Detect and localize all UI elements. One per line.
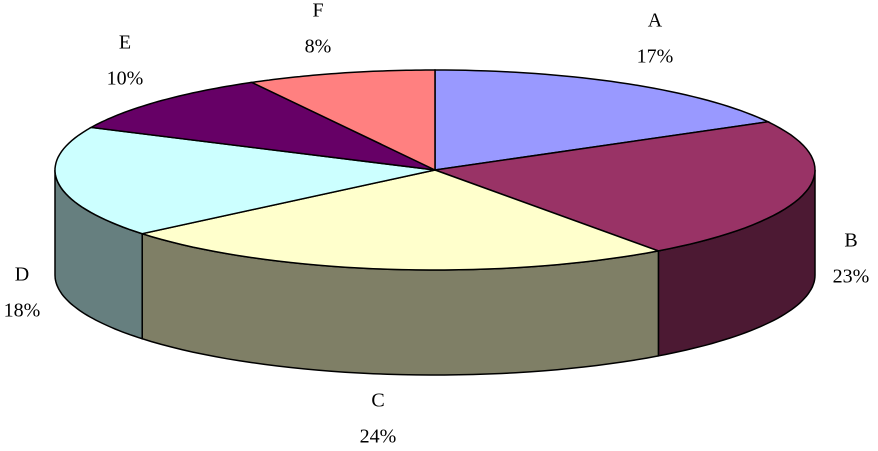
slice — [249, 69, 436, 172]
slice-label: A — [648, 10, 663, 32]
slice-label: F — [312, 0, 323, 22]
slice — [434, 121, 816, 252]
slice-value: 23% — [833, 266, 870, 288]
slice — [139, 169, 662, 271]
slice-value: 8% — [305, 36, 332, 58]
slice-value: 17% — [637, 46, 674, 68]
slice-label: D — [15, 264, 29, 286]
slice-value: 10% — [107, 68, 144, 90]
slice — [54, 126, 436, 235]
slice-label: E — [119, 32, 131, 54]
slice — [434, 69, 771, 171]
slice-label: C — [371, 390, 384, 412]
slice — [88, 81, 436, 171]
slice-label: B — [844, 230, 857, 252]
slice-value: 24% — [360, 426, 397, 448]
slice-value: 18% — [4, 300, 41, 322]
